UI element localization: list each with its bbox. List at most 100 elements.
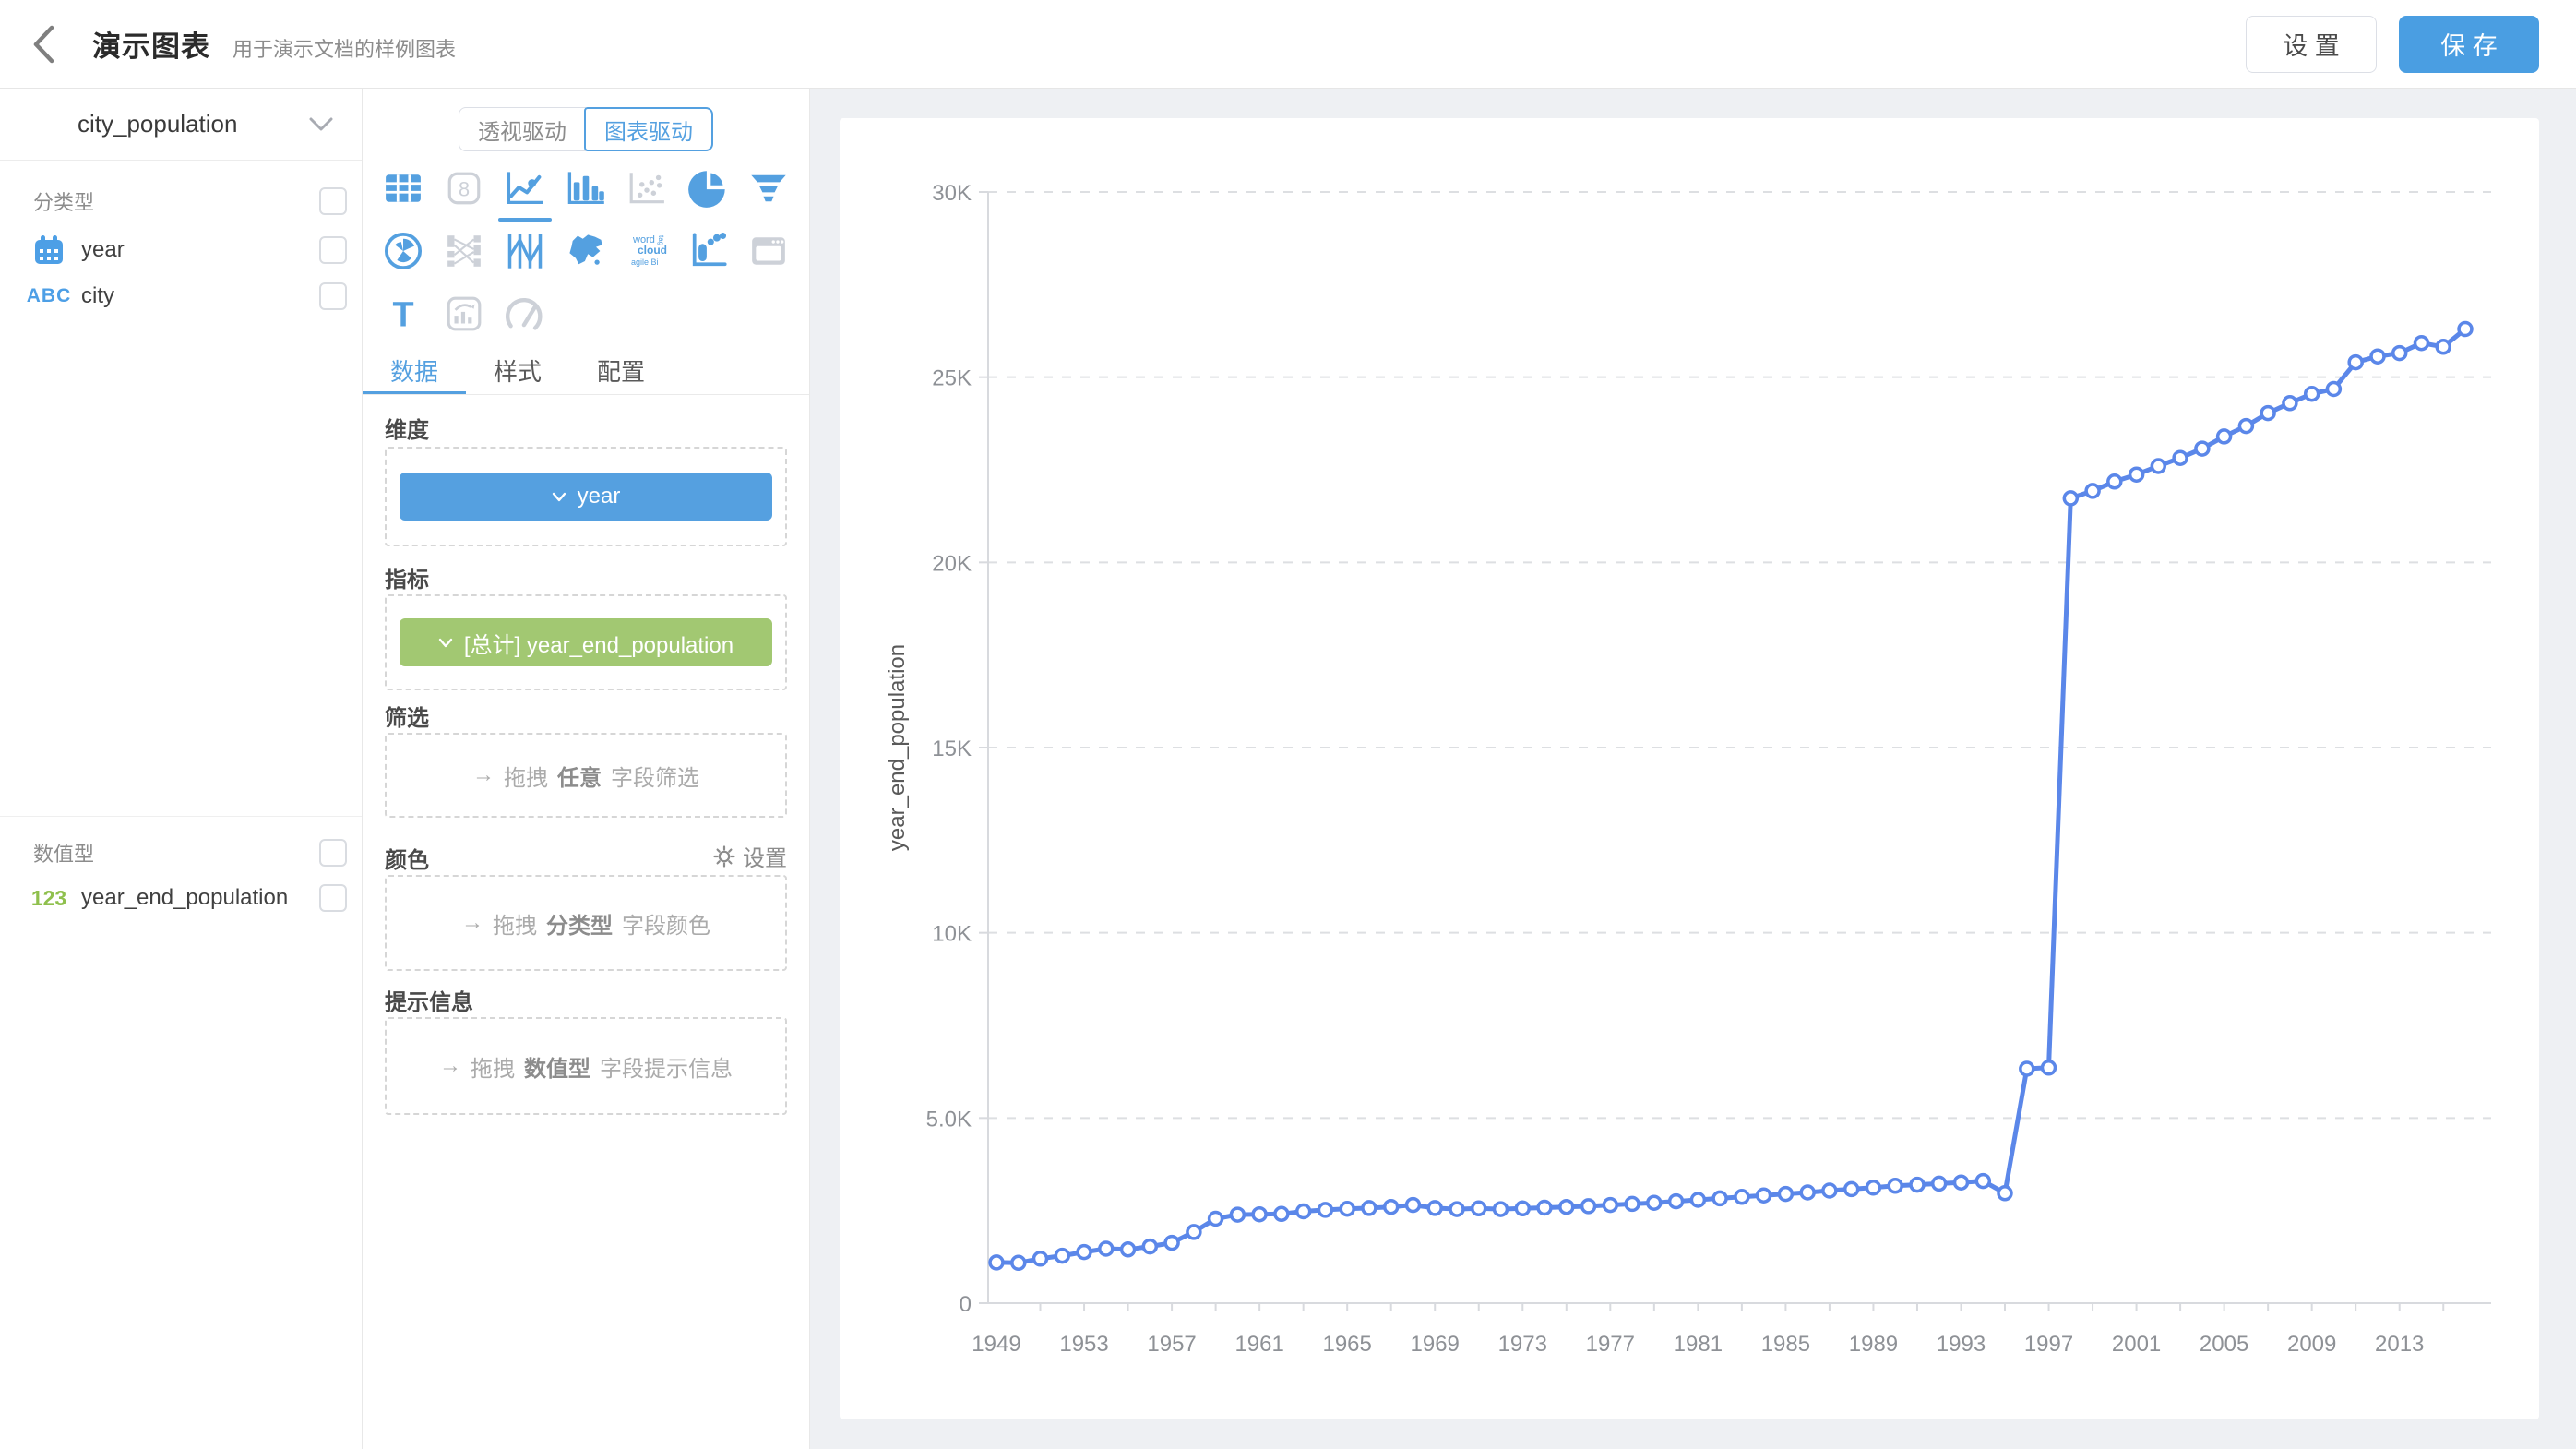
svg-text:1989: 1989 [1849,1332,1898,1357]
color-drop-zone[interactable]: → 拖拽 分类型 字段颜色 [385,875,787,971]
chart-type-grid: 8 [373,166,799,336]
text-type-icon: ABC [26,285,72,306]
svg-text:20K: 20K [932,551,972,576]
field-name: year_end_population [81,885,289,910]
svg-text:0: 0 [960,1292,972,1317]
tooltip-drop-zone[interactable]: → 拖拽 数值型 字段提示信息 [385,1017,787,1115]
page-subtitle: 用于演示文档的样例图表 [233,37,457,61]
chart-type-bar-icon[interactable] [564,166,608,210]
field-name: city [81,283,114,308]
top-header: 演示图表 用于演示文档的样例图表 设 置 保 存 [0,0,2576,89]
chart-card: 0 5.0K 10K 15K 20K 25K 30K 1949 1953 1957 1961 1965… [840,118,2539,1419]
field-row-year-end-population[interactable]: 123 year_end_population [0,875,362,921]
svg-text:1969: 1969 [1411,1332,1460,1357]
svg-text:cloud: cloud [638,244,667,257]
chevron-down-icon [552,492,566,501]
color-section-label: 颜色 [385,848,429,873]
page-title: 演示图表 [92,30,210,63]
dimension-drop-zone[interactable]: year [385,447,787,546]
number-type-icon: 123 [30,885,67,910]
arrow-right-icon: → [461,910,483,935]
field-year-checkbox[interactable] [319,236,347,264]
field-population-checkbox[interactable] [319,884,347,912]
dataset-select[interactable]: city_population [0,89,362,161]
save-button[interactable]: 保 存 [2399,15,2539,73]
field-row-city[interactable]: ABC city [0,273,362,319]
svg-text:1965: 1965 [1322,1332,1371,1357]
arrow-right-icon: → [472,762,495,787]
dataset-name: city_population [78,110,238,138]
filter-drop-zone[interactable]: → 拖拽 任意 字段筛选 [385,733,787,818]
svg-text:25K: 25K [932,366,972,391]
chart-type-kpi-icon[interactable]: 8 [442,166,486,210]
calendar-icon [28,234,70,267]
chart-type-text-icon[interactable]: T [381,292,425,336]
metric-drop-zone[interactable]: [总计] year_end_population [385,594,787,690]
tooltip-section-label: 提示信息 [385,990,473,1015]
chevron-left-icon [33,25,54,63]
numeric-select-all-checkbox[interactable] [319,839,347,867]
svg-text:word: word [632,234,655,245]
categorical-section-header: 分类型 [0,181,362,222]
dimension-chip-year[interactable]: year [400,473,772,521]
arrow-right-icon: → [439,1053,461,1078]
svg-text:1949: 1949 [972,1332,1020,1357]
field-city-checkbox[interactable] [319,282,347,310]
svg-text:2009: 2009 [2287,1332,2336,1357]
tab-config[interactable]: 配置 [596,358,645,386]
svg-text:1957: 1957 [1147,1332,1196,1357]
mode-pivot-driven[interactable]: 透视驱动 [459,107,586,151]
color-settings-label: 设置 [743,846,787,871]
svg-text:2013: 2013 [2375,1332,2424,1357]
color-settings-button[interactable]: 设置 [713,840,787,872]
chart-type-webframe-icon[interactable] [746,229,791,273]
svg-text:tag: tag [657,235,665,245]
chart-type-wordcloud-icon[interactable]: word tag cloud agile Bi [625,229,669,273]
chart-type-parallel-icon[interactable] [503,229,547,273]
svg-text:1953: 1953 [1059,1332,1108,1357]
mode-chart-driven[interactable]: 图表驱动 [584,107,713,151]
field-row-year[interactable]: year [0,227,362,273]
chart-type-gauge-icon[interactable] [503,292,547,336]
color-drop-hint: → 拖拽 分类型 字段颜色 [461,910,710,939]
mode-toggle: 透视驱动 图表驱动 [459,107,713,151]
chevron-down-icon [438,638,453,647]
chevron-down-icon [309,117,333,131]
svg-text:1961: 1961 [1234,1332,1283,1357]
chart-type-table-icon[interactable] [381,166,425,210]
chart-builder-panel: 透视驱动 图表驱动 8 [363,89,810,1449]
svg-text:5.0K: 5.0K [926,1107,972,1132]
back-button[interactable] [31,22,68,66]
chip-label: year [577,484,621,509]
svg-text:1981: 1981 [1674,1332,1723,1357]
line-chart: 0 5.0K 10K 15K 20K 25K 30K 1949 1953 1957 1961 1965… [885,181,2491,1357]
chart-type-map-icon[interactable] [564,229,608,273]
svg-text:2001: 2001 [2112,1332,2161,1357]
svg-text:1993: 1993 [1937,1332,1986,1357]
chart-type-pie-icon[interactable] [686,166,730,210]
svg-text:8: 8 [459,177,470,200]
chart-type-scatter-icon[interactable] [625,166,669,210]
svg-text:10K: 10K [932,922,972,947]
tab-style[interactable]: 样式 [493,358,542,386]
chart-type-funnel-icon[interactable] [746,166,791,210]
metric-section-label: 指标 [385,568,429,593]
chart-type-rose-icon[interactable] [381,229,425,273]
svg-text:1997: 1997 [2024,1332,2073,1357]
chart-type-bullet-icon[interactable] [686,229,730,273]
chart-type-line-icon[interactable] [503,166,547,210]
categorical-select-all-checkbox[interactable] [319,187,347,215]
metric-chip-population[interactable]: [总计] year_end_population [400,618,772,666]
filter-drop-hint: → 拖拽 任意 字段筛选 [472,762,699,791]
tab-data[interactable]: 数据 [363,353,466,394]
settings-button[interactable]: 设 置 [2246,15,2377,73]
filter-section-label: 筛选 [385,706,429,731]
svg-text:1973: 1973 [1498,1332,1547,1357]
chart-type-combo-icon[interactable] [442,292,486,336]
selected-chart-type-underline [498,218,552,222]
svg-text:1977: 1977 [1586,1332,1635,1357]
svg-text:1985: 1985 [1761,1332,1810,1357]
chart-type-sankey-icon[interactable] [442,229,486,273]
gear-icon [713,844,735,868]
sidebar-divider [0,816,362,817]
